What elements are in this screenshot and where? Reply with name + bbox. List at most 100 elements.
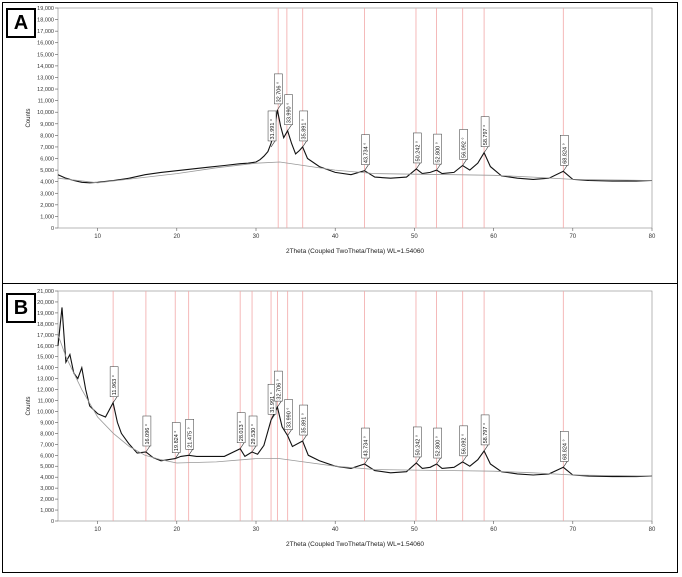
peak-label: 52.800 °: [436, 142, 442, 163]
y-tick-label: 6,000: [40, 453, 54, 459]
peak-label: 68.824 °: [562, 439, 568, 460]
peak-leader-line: [174, 452, 180, 459]
peak-label: 50.242 °: [415, 435, 421, 456]
x-tick-label: 70: [569, 234, 576, 240]
panel-label-b: B: [6, 293, 36, 323]
y-tick-label: 14,000: [37, 64, 54, 70]
y-tick-label: 11,000: [38, 399, 54, 405]
peak-label-group: 35.891 °: [299, 404, 308, 436]
peak-leader-line: [112, 396, 118, 403]
peak-leader-line: [563, 461, 568, 468]
peak-leader-line: [277, 103, 282, 111]
peak-label: 32.706 °: [276, 379, 282, 400]
peak-label-box: [459, 425, 468, 457]
peak-label: 19.824 °: [174, 431, 180, 452]
background-curve-line: [57, 334, 653, 477]
peak-leader-line: [302, 434, 307, 442]
peak-label-group: 56.092 °: [459, 129, 468, 160]
y-tick-label: 7,000: [40, 442, 54, 448]
peak-leader-line: [416, 456, 421, 464]
peak-label-group: 68.824 °: [560, 135, 569, 166]
y-tick-label: 15,000: [37, 355, 54, 361]
peak-label-group: 29.530 °: [248, 415, 258, 447]
y-tick-label: 17,000: [37, 333, 54, 339]
y-tick-label: 5,000: [40, 464, 54, 470]
y-tick-label: 12,000: [37, 87, 54, 93]
y-tick-label: 10,000: [37, 409, 54, 415]
peak-label-box: [299, 110, 308, 142]
y-tick-label: 21,000: [37, 289, 54, 295]
peak-label-box: [413, 426, 422, 458]
x-tick-label: 80: [649, 234, 656, 240]
y-tick-label: 2,000: [40, 203, 54, 209]
peak-label: 35.891 °: [302, 413, 308, 434]
peak-label-box: [433, 427, 442, 459]
y-axis-label: Counts: [26, 108, 32, 127]
plot-area: [57, 7, 653, 229]
xrd-chart-a: 0 1,000 2,000 3,000 4,000 5,000 6,000 7,000 8,00…: [26, 6, 656, 255]
y-tick-label: 6,000: [40, 157, 54, 163]
peak-label-box: [480, 116, 490, 147]
x-tick-label: 60: [490, 527, 497, 533]
y-tick-label: 15,000: [37, 52, 54, 58]
peak-label-group: 21.475 °: [185, 419, 194, 450]
peak-leader-line: [462, 455, 467, 463]
peak-label: 11.963 °: [112, 375, 118, 395]
peak-label-box: [109, 366, 119, 397]
peak-label: 58.797 °: [483, 423, 489, 444]
x-tick-label: 10: [94, 234, 101, 240]
y-tick-label: 17,000: [37, 29, 54, 35]
peak-label-group: 50.242 °: [413, 426, 422, 458]
diffraction-pattern-line: [57, 307, 653, 478]
peak-label-box: [413, 132, 422, 164]
y-tick-label: 9,000: [40, 420, 54, 426]
peak-label-group: 33.990 °: [284, 399, 293, 430]
peak-leader-line: [436, 163, 441, 171]
peak-label-box: [361, 134, 370, 165]
y-tick-label: 3,000: [40, 486, 54, 492]
peak-leader-line: [145, 445, 151, 453]
y-tick-label: 16,000: [37, 41, 54, 47]
peak-label: 33.990 °: [287, 103, 293, 124]
y-tick-label: 12,000: [37, 388, 54, 394]
peak-label-group: 16.096 °: [142, 415, 152, 447]
y-tick-label: 14,000: [37, 366, 54, 372]
peak-label-box: [560, 135, 569, 166]
y-tick-label: 7,000: [40, 145, 54, 151]
peak-label: 56.092 °: [462, 434, 468, 455]
peak-label-group: 68.824 °: [560, 431, 569, 462]
peak-label-box: [236, 412, 246, 443]
y-tick-label: 11,000: [38, 99, 54, 105]
peak-leader-line: [270, 414, 276, 421]
y-tick-label: 3,000: [40, 191, 54, 197]
peak-label-box: [248, 415, 258, 447]
background-curve-line: [57, 161, 653, 184]
peak-label: 31.991 °: [270, 392, 276, 413]
peak-label: 43.734 °: [364, 143, 370, 164]
peak-leader-line: [287, 429, 292, 436]
peak-label-box: [284, 399, 293, 430]
peak-label: 43.734 °: [364, 436, 370, 457]
y-tick-label: 18,000: [37, 322, 54, 328]
peak-leader-line: [436, 457, 441, 465]
x-tick-label: 40: [332, 234, 339, 240]
peak-leader-line: [462, 159, 467, 166]
peak-label-group: 19.824 °: [171, 422, 181, 453]
peak-label-group: 35.891 °: [299, 110, 308, 142]
peak-leader-line: [302, 140, 307, 148]
y-tick-label: 4,000: [40, 475, 54, 481]
peak-label-group: 58.797 °: [480, 414, 490, 446]
xrd-chart-b: 0 1,000 2,000 3,000 4,000 5,000 6,000 7,000 8,00…: [26, 289, 656, 548]
x-tick-label: 30: [253, 527, 260, 533]
x-tick-label: 30: [253, 234, 260, 240]
peak-label-box: [171, 422, 181, 453]
peak-label-box: [480, 414, 490, 446]
peak-label: 31.991 °: [270, 119, 276, 140]
peak-label-box: [142, 415, 152, 447]
peak-label: 58.797 °: [483, 125, 489, 146]
y-tick-label: 18,000: [37, 18, 54, 24]
y-tick-label: 2,000: [40, 497, 54, 503]
y-tick-label: 4,000: [40, 180, 54, 186]
peak-label-box: [299, 404, 308, 436]
peak-label-group: 58.797 °: [480, 116, 490, 147]
